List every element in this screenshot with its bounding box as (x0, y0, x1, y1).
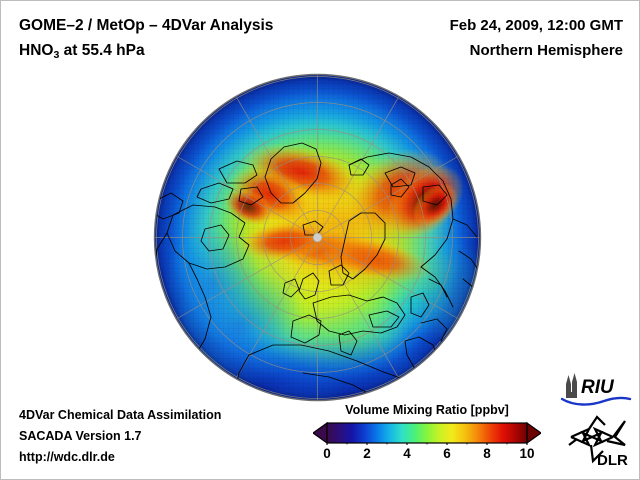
graticule (155, 75, 480, 400)
riu-logo-svg: RIU (560, 373, 632, 406)
riu-logo: RIU (560, 372, 632, 410)
north-pole-marker (312, 232, 323, 243)
coastlines (154, 142, 480, 401)
colorbar-over-arrow (526, 421, 541, 445)
concentration-field (154, 74, 481, 401)
pressure-level-label: at 55.4 hPa (59, 42, 145, 59)
globe-map (153, 73, 482, 402)
globe-svg (153, 73, 482, 402)
colorbar-tick-labels: 0 2 4 6 8 10 (313, 446, 541, 464)
colorbar-tick-0: 0 (323, 446, 331, 461)
species-label: HNO (19, 42, 54, 59)
dlr-wordmark: DLR (597, 452, 628, 469)
riu-wordmark: RIU (581, 377, 615, 398)
figure-header-left: GOME–2 / MetOp – 4DVar Analysis HNO3 at … (19, 13, 273, 65)
colorbar-minor-ticks (346, 443, 508, 445)
footer-line-project: 4DVar Chemical Data Assimilation (19, 408, 222, 422)
colorbar-major-ticks (326, 443, 528, 445)
colorbar-tick-10: 10 (519, 446, 535, 461)
species-subscript: 3 (53, 49, 60, 61)
colorbar-title: Volume Mixing Ratio [ppbv] (345, 403, 509, 417)
colorbar-tick-4: 4 (403, 446, 411, 461)
colorbar-tick-2: 2 (363, 446, 371, 461)
colorbar-tick-8: 8 (483, 446, 491, 461)
figure-footer: 4DVar Chemical Data Assimilation SACADA … (19, 405, 221, 468)
riu-swoosh-icon (560, 396, 632, 406)
figure-title: GOME–2 / MetOp – 4DVar Analysis (19, 17, 274, 34)
colorbar-under-arrow (313, 421, 328, 445)
colorbar-tick-6: 6 (443, 446, 451, 461)
colorbar-gradient (313, 421, 541, 445)
figure-subtitle: HNO3 at 55.4 hPa (19, 38, 273, 65)
colorbar: Volume Mixing Ratio [ppbv] (313, 403, 541, 464)
region-label: Northern Hemisphere (469, 42, 623, 59)
dlr-logo-svg: DLR (568, 415, 628, 469)
dlr-logo: DLR (567, 415, 633, 469)
globe-outline (153, 73, 482, 402)
footer-line-version: SACADA Version 1.7 (19, 429, 142, 443)
cathedral-spires-icon (566, 373, 577, 398)
footer-line-url[interactable]: http://wdc.dlr.de (19, 450, 115, 464)
dlr-emblem-icon (568, 415, 626, 464)
timestamp-label: Feb 24, 2009, 12:00 GMT (449, 17, 623, 34)
figure-header-right: Feb 24, 2009, 12:00 GMT Northern Hemisph… (450, 13, 623, 63)
colorbar-body (326, 422, 528, 444)
